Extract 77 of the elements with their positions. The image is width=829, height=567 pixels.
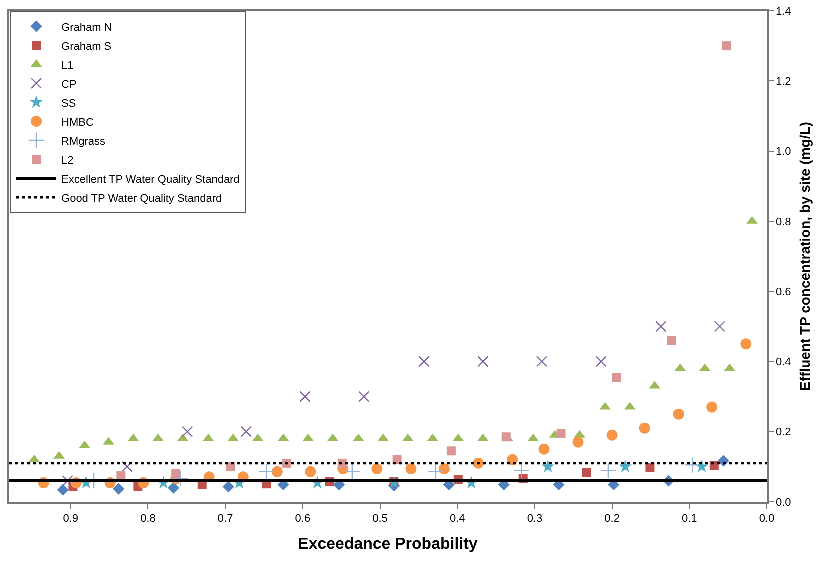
point — [478, 356, 489, 368]
legend-label: Excellent TP Water Quality Standard — [62, 174, 240, 186]
y-tick-label: 0.8 — [776, 216, 792, 228]
legend-label: Good TP Water Quality Standard — [62, 192, 222, 205]
point — [556, 429, 566, 438]
point — [168, 482, 180, 494]
point — [418, 356, 430, 368]
point — [673, 408, 684, 420]
point — [740, 338, 752, 350]
point — [122, 461, 133, 473]
point — [706, 402, 718, 413]
x-tick-label: 0.6 — [295, 512, 311, 525]
point — [300, 391, 311, 402]
x-tick-label: 0.3 — [527, 512, 543, 525]
y-tick-label: 0.6 — [776, 286, 792, 298]
x-tick-label: 0.2 — [604, 512, 620, 525]
point — [722, 42, 732, 51]
y-axis-title: Effluent TP concentration, by site (mg/L) — [797, 122, 814, 391]
point — [714, 321, 726, 332]
point — [344, 464, 361, 480]
y-tick-label: 1.4 — [776, 6, 792, 18]
point — [372, 464, 383, 475]
point — [502, 432, 511, 442]
legend-label: CP — [62, 78, 77, 91]
legend-label: RMgrass — [62, 136, 106, 148]
y-tick-label: 1.0 — [776, 146, 792, 158]
y-tick-label: 0.4 — [776, 356, 792, 369]
x-tick-label: 0.4 — [450, 512, 466, 525]
point — [639, 422, 650, 434]
point — [446, 446, 456, 456]
point — [667, 336, 676, 346]
point — [655, 321, 667, 332]
point — [112, 483, 125, 495]
point — [572, 436, 584, 448]
legend-label: Graham N — [62, 22, 112, 34]
point — [358, 391, 370, 402]
point — [240, 426, 252, 438]
point — [514, 462, 530, 480]
point — [541, 460, 555, 473]
point — [406, 464, 417, 475]
legend-label: HMBC — [62, 116, 94, 129]
point — [582, 468, 592, 478]
x-tick-label: 0.8 — [140, 512, 156, 525]
point — [258, 464, 275, 480]
x-tick-label: 0.7 — [218, 512, 234, 525]
point — [182, 426, 194, 438]
point — [172, 469, 181, 478]
point — [612, 373, 622, 382]
point — [596, 356, 608, 368]
x-axis-title: Exceedance Probability — [298, 536, 478, 554]
x-tick-label: 0.0 — [759, 512, 775, 525]
legend-label: L1 — [62, 60, 74, 72]
point — [536, 356, 548, 368]
point — [538, 444, 550, 455]
point — [272, 466, 283, 478]
point — [618, 460, 632, 473]
point — [282, 458, 292, 468]
point — [222, 481, 235, 493]
point — [172, 470, 190, 488]
x-tick-label: 0.5 — [372, 512, 388, 525]
point — [684, 456, 702, 474]
point — [428, 464, 444, 480]
y-tick-label: 0.2 — [776, 426, 792, 439]
point — [57, 484, 69, 496]
point — [646, 463, 655, 472]
point — [600, 462, 617, 480]
point — [305, 466, 316, 478]
point — [62, 475, 74, 487]
x-tick-label: 0.1 — [682, 512, 698, 525]
legend-label: SS — [62, 98, 76, 110]
legend-label: Graham S — [62, 40, 112, 53]
point — [438, 464, 450, 475]
point — [606, 430, 618, 441]
y-tick-label: 1.2 — [776, 76, 792, 88]
x-tick-label: 0.9 — [63, 512, 79, 525]
legend-label: L2 — [62, 154, 74, 167]
y-tick-label: 0.0 — [776, 496, 792, 509]
